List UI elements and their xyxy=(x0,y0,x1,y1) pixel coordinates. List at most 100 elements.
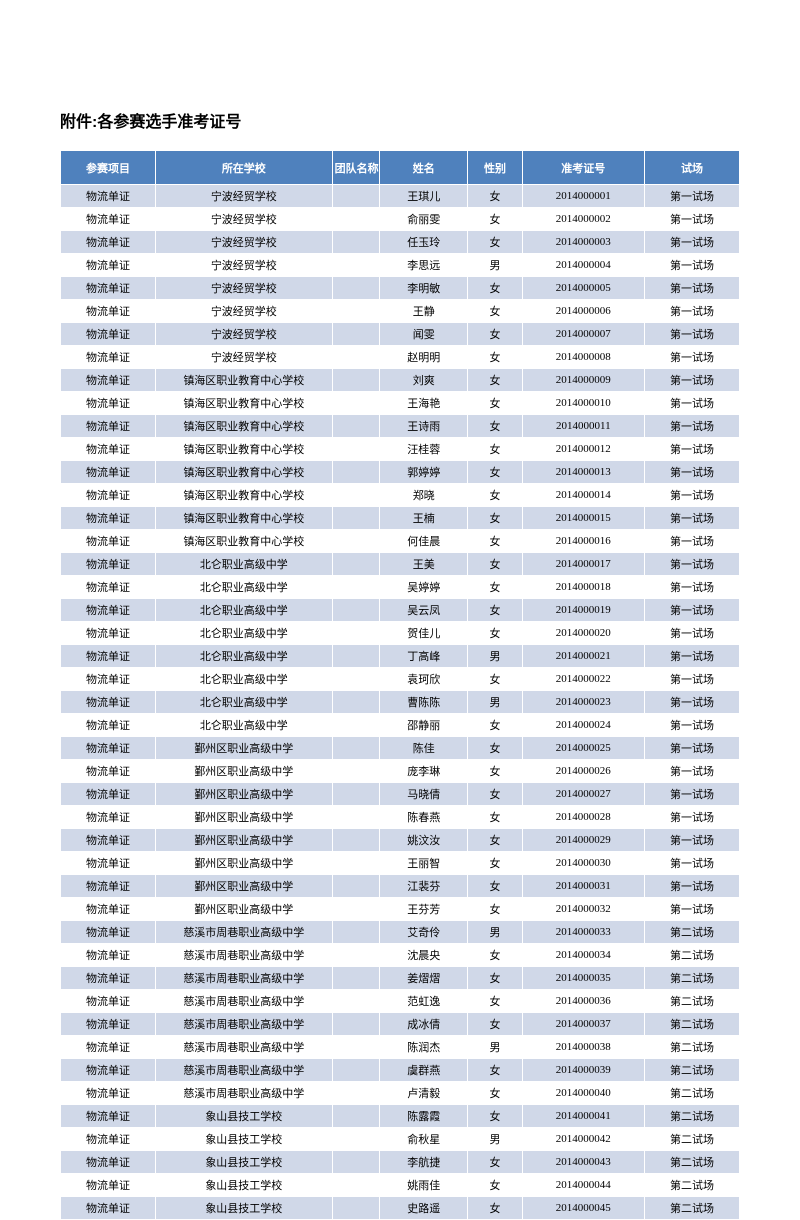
cell xyxy=(332,622,380,645)
cell: 任玉玲 xyxy=(380,231,468,254)
cell: 2014000037 xyxy=(522,1013,644,1036)
cell: 女 xyxy=(468,553,522,576)
table-row: 物流单证镇海区职业教育中心学校汪桂蓉女2014000012第一试场 xyxy=(61,438,740,461)
cell: 女 xyxy=(468,1105,522,1128)
table-row: 物流单证慈溪市周巷职业高级中学艾奇伶男2014000033第二试场 xyxy=(61,921,740,944)
table-row: 物流单证鄞州区职业高级中学陈春燕女2014000028第一试场 xyxy=(61,806,740,829)
cell: 第一试场 xyxy=(644,346,739,369)
cell: 慈溪市周巷职业高级中学 xyxy=(156,1082,333,1105)
cell: 宁波经贸学校 xyxy=(156,208,333,231)
cell: 第一试场 xyxy=(644,507,739,530)
cell: 2014000002 xyxy=(522,208,644,231)
cell: 物流单证 xyxy=(61,576,156,599)
cell: 陈润杰 xyxy=(380,1036,468,1059)
cell: 物流单证 xyxy=(61,806,156,829)
cell xyxy=(332,875,380,898)
table-row: 物流单证宁波经贸学校李思远男2014000004第一试场 xyxy=(61,254,740,277)
cell xyxy=(332,1082,380,1105)
cell: 女 xyxy=(468,1013,522,1036)
cell: 女 xyxy=(468,530,522,553)
cell: 2014000003 xyxy=(522,231,644,254)
cell: 镇海区职业教育中心学校 xyxy=(156,507,333,530)
cell xyxy=(332,1013,380,1036)
cell xyxy=(332,300,380,323)
cell: 俞秋星 xyxy=(380,1128,468,1151)
cell: 第一试场 xyxy=(644,760,739,783)
cell: 女 xyxy=(468,1151,522,1174)
cell: 陈佳 xyxy=(380,737,468,760)
cell: 女 xyxy=(468,990,522,1013)
cell: 2014000032 xyxy=(522,898,644,921)
cell: 慈溪市周巷职业高级中学 xyxy=(156,921,333,944)
cell: 第一试场 xyxy=(644,783,739,806)
cell: 郭婷婷 xyxy=(380,461,468,484)
cell: 第一试场 xyxy=(644,484,739,507)
cell xyxy=(332,346,380,369)
cell xyxy=(332,461,380,484)
cell xyxy=(332,392,380,415)
cell: 贺佳儿 xyxy=(380,622,468,645)
cell: 物流单证 xyxy=(61,852,156,875)
cell: 第一试场 xyxy=(644,852,739,875)
page-title: 附件:各参赛选手准考证号 xyxy=(60,108,740,132)
cell xyxy=(332,1128,380,1151)
cell: 物流单证 xyxy=(61,921,156,944)
cell: 女 xyxy=(468,185,522,208)
cell: 女 xyxy=(468,737,522,760)
cell: 史路遥 xyxy=(380,1197,468,1220)
cell: 王海艳 xyxy=(380,392,468,415)
cell: 女 xyxy=(468,875,522,898)
cell: 第一试场 xyxy=(644,415,739,438)
cell xyxy=(332,231,380,254)
cell: 物流单证 xyxy=(61,438,156,461)
cell xyxy=(332,438,380,461)
cell: 男 xyxy=(468,921,522,944)
cell: 镇海区职业教育中心学校 xyxy=(156,392,333,415)
cell: 物流单证 xyxy=(61,622,156,645)
cell: 第二试场 xyxy=(644,944,739,967)
table-row: 物流单证北仑职业高级中学曹陈陈男2014000023第一试场 xyxy=(61,691,740,714)
cell: 第一试场 xyxy=(644,254,739,277)
cell: 鄞州区职业高级中学 xyxy=(156,829,333,852)
cell: 象山县技工学校 xyxy=(156,1105,333,1128)
cell: 男 xyxy=(468,1128,522,1151)
table-row: 物流单证慈溪市周巷职业高级中学成冰倩女2014000037第二试场 xyxy=(61,1013,740,1036)
cell: 慈溪市周巷职业高级中学 xyxy=(156,944,333,967)
candidates-table: 参赛项目所在学校团队名称姓名性别准考证号试场 物流单证宁波经贸学校王琪儿女201… xyxy=(60,150,740,1220)
cell: 北仑职业高级中学 xyxy=(156,668,333,691)
cell: 男 xyxy=(468,1036,522,1059)
cell: 女 xyxy=(468,1082,522,1105)
cell: 慈溪市周巷职业高级中学 xyxy=(156,990,333,1013)
cell xyxy=(332,668,380,691)
cell: 物流单证 xyxy=(61,760,156,783)
cell: 鄞州区职业高级中学 xyxy=(156,806,333,829)
cell: 2014000044 xyxy=(522,1174,644,1197)
cell: 女 xyxy=(468,438,522,461)
cell: 物流单证 xyxy=(61,944,156,967)
cell: 2014000018 xyxy=(522,576,644,599)
cell: 北仑职业高级中学 xyxy=(156,553,333,576)
cell: 陈露霞 xyxy=(380,1105,468,1128)
col-header-6: 试场 xyxy=(644,151,739,185)
cell: 第二试场 xyxy=(644,967,739,990)
cell: 第一试场 xyxy=(644,645,739,668)
cell: 吴云凤 xyxy=(380,599,468,622)
cell: 第一试场 xyxy=(644,576,739,599)
cell: 2014000011 xyxy=(522,415,644,438)
cell: 2014000015 xyxy=(522,507,644,530)
cell: 女 xyxy=(468,369,522,392)
cell: 第二试场 xyxy=(644,1151,739,1174)
cell: 鄞州区职业高级中学 xyxy=(156,783,333,806)
cell xyxy=(332,714,380,737)
cell: 2014000042 xyxy=(522,1128,644,1151)
table-row: 物流单证鄞州区职业高级中学王芬芳女2014000032第一试场 xyxy=(61,898,740,921)
cell: 2014000039 xyxy=(522,1059,644,1082)
cell: 慈溪市周巷职业高级中学 xyxy=(156,1036,333,1059)
table-row: 物流单证镇海区职业教育中心学校郭婷婷女2014000013第一试场 xyxy=(61,461,740,484)
cell: 2014000022 xyxy=(522,668,644,691)
cell: 宁波经贸学校 xyxy=(156,277,333,300)
cell: 2014000034 xyxy=(522,944,644,967)
cell xyxy=(332,185,380,208)
cell: 女 xyxy=(468,806,522,829)
table-row: 物流单证北仑职业高级中学王美女2014000017第一试场 xyxy=(61,553,740,576)
